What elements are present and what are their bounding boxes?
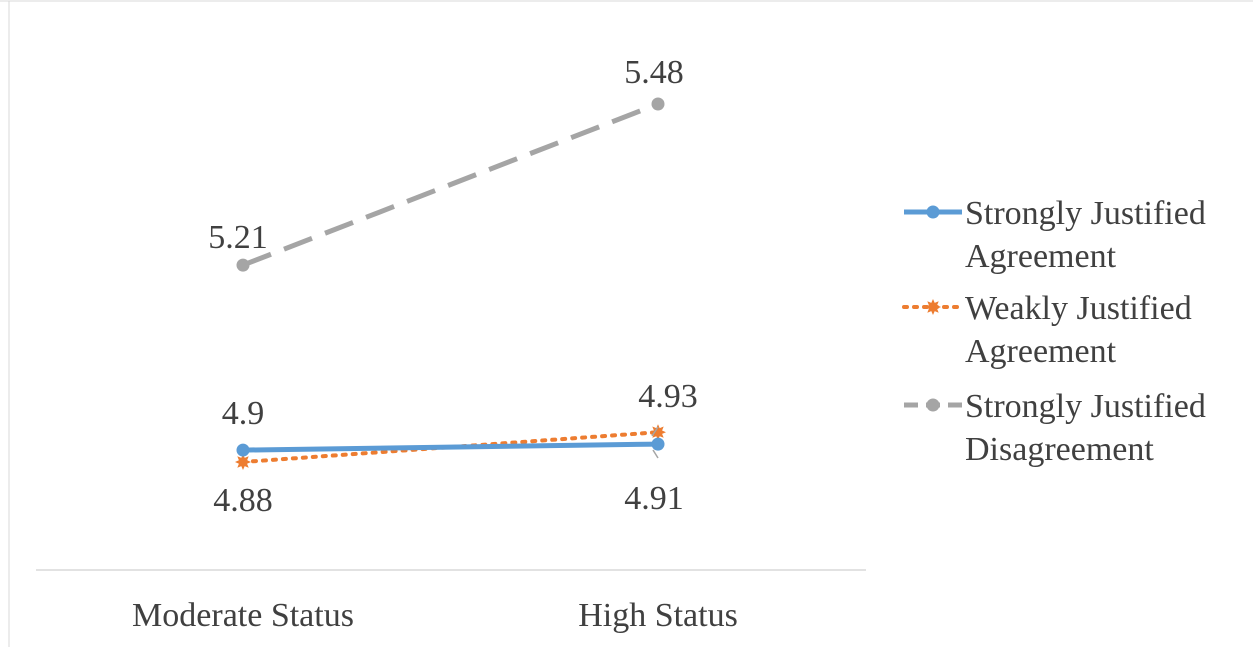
leader-line bbox=[651, 426, 659, 437]
legend-label: Weakly Justified bbox=[965, 290, 1192, 327]
data-label: 5.21 bbox=[208, 219, 268, 256]
legend-label: Strongly Justified bbox=[965, 195, 1206, 232]
series-1 bbox=[236, 437, 665, 457]
data-point bbox=[236, 258, 250, 272]
category-label: Moderate Status bbox=[132, 597, 354, 634]
legend-item: Weakly Justified Agreement bbox=[902, 290, 1192, 370]
legend-marker bbox=[926, 205, 940, 219]
leader-line bbox=[652, 449, 659, 459]
data-point bbox=[650, 424, 666, 441]
series-line bbox=[242, 101, 659, 268]
category-labels-layer: Moderate Status High Status bbox=[132, 597, 738, 634]
data-label: 4.93 bbox=[638, 378, 698, 415]
data-label: 4.9 bbox=[222, 395, 265, 432]
legend-item: Strongly Justified Disagreement bbox=[904, 388, 1206, 468]
data-point bbox=[651, 97, 665, 111]
legend-label: Agreement bbox=[965, 238, 1117, 275]
data-point bbox=[651, 437, 665, 451]
data-point bbox=[235, 454, 251, 470]
series-layer bbox=[235, 97, 666, 470]
legend-label: Disagreement bbox=[965, 431, 1154, 468]
data-label: 5.48 bbox=[624, 54, 684, 91]
legend-item: Strongly Justified Agreement bbox=[904, 195, 1206, 275]
legend-marker bbox=[926, 398, 940, 412]
legend-marker bbox=[925, 299, 941, 315]
category-label: High Status bbox=[578, 597, 738, 634]
data-label: 4.88 bbox=[213, 482, 273, 519]
legend-label: Strongly Justified bbox=[965, 388, 1206, 425]
data-labels-layer: 4.9 4.91 4.88 4.93 5.21 5.48 bbox=[208, 54, 698, 519]
series-3 bbox=[236, 97, 665, 272]
data-point bbox=[236, 443, 250, 457]
series-line bbox=[242, 441, 659, 453]
data-label: 4.91 bbox=[624, 480, 684, 517]
legend-label: Agreement bbox=[965, 333, 1117, 370]
